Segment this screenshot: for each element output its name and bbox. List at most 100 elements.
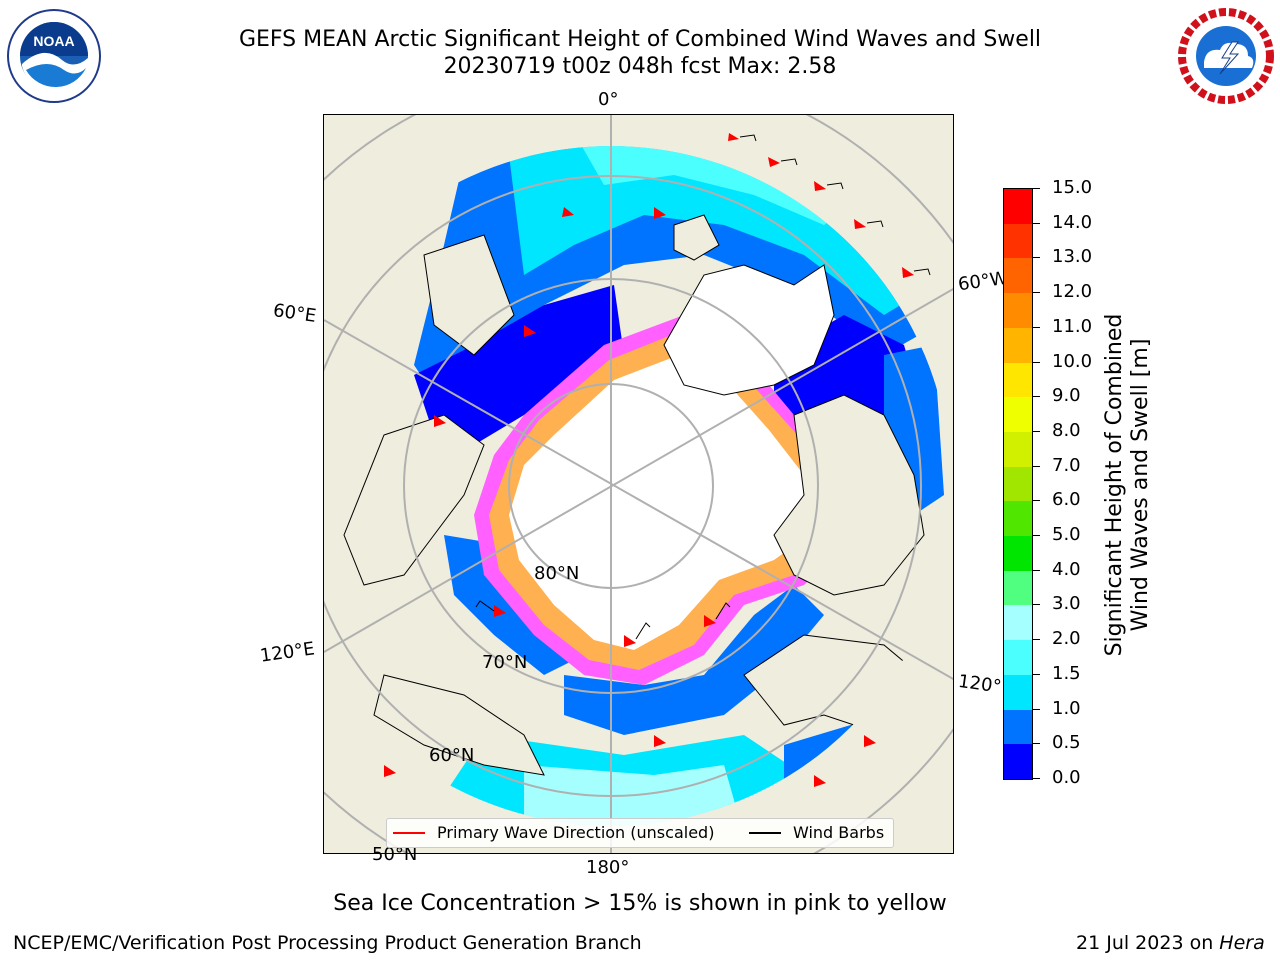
colorbar-segment bbox=[1004, 709, 1032, 745]
lon-label-60e: 60°E bbox=[271, 300, 318, 327]
colorbar-segment bbox=[1004, 743, 1032, 779]
land-chukotka bbox=[373, 674, 545, 776]
wave-arrow bbox=[384, 765, 396, 777]
colorbar-tick-label: 5.0 bbox=[1052, 524, 1081, 546]
wave-arrow bbox=[654, 735, 666, 747]
wave-arrow bbox=[562, 207, 574, 217]
colorbar-tick-mark bbox=[1033, 743, 1040, 745]
colorbar-segment bbox=[1004, 431, 1032, 467]
colorbar-tick-label: 2.0 bbox=[1052, 628, 1081, 650]
footer-producer: NCEP/EMC/Verification Post Processing Pr… bbox=[13, 932, 642, 954]
colorbar bbox=[1003, 188, 1033, 780]
colorbar-tick-mark bbox=[1033, 500, 1040, 502]
colorbar-label-line1: Significant Height of Combined bbox=[1102, 313, 1127, 657]
wave-arrow bbox=[728, 133, 739, 141]
legend-wave-line bbox=[393, 832, 425, 834]
lon-label-0: 0° bbox=[598, 89, 619, 110]
wave-arrow bbox=[494, 605, 506, 617]
sea-ice-note: Sea Ice Concentration > 15% is shown in … bbox=[333, 891, 947, 916]
colorbar-tick-label: 11.0 bbox=[1052, 315, 1093, 337]
colorbar-tick-label: 15.0 bbox=[1052, 177, 1093, 198]
colorbar-segment bbox=[1004, 257, 1032, 294]
colorbar-segment bbox=[1004, 188, 1032, 224]
land-canada bbox=[773, 394, 925, 596]
colorbar-tick-label: 8.0 bbox=[1052, 419, 1081, 441]
colorbar-tick-mark bbox=[1033, 188, 1040, 189]
colorbar-tick-label: 0.5 bbox=[1052, 732, 1081, 754]
colorbar-tick-label: 7.0 bbox=[1052, 454, 1081, 476]
graticule bbox=[324, 115, 953, 853]
colorbar-tick-mark bbox=[1033, 535, 1040, 537]
map-subtitle: 20230719 t00z 048h fcst Max: 2.58 bbox=[443, 54, 837, 79]
sea-ice-pack bbox=[509, 355, 809, 650]
wave-arrow bbox=[624, 635, 636, 647]
meridian-120e-60w bbox=[324, 287, 953, 653]
colorbar-label-line2: Wind Waves and Swell [m] bbox=[1128, 338, 1153, 632]
colorbar-segment bbox=[1004, 327, 1032, 363]
land-greenland bbox=[663, 264, 835, 396]
colorbar-segment bbox=[1004, 639, 1032, 675]
legend-barb-label: Wind Barbs bbox=[793, 823, 885, 842]
land-scandinavia bbox=[423, 234, 515, 356]
wave-arrow bbox=[814, 775, 826, 787]
colorbar-tick-mark bbox=[1033, 326, 1040, 328]
wave-direction-arrows bbox=[384, 133, 914, 787]
colorbar-tick-mark bbox=[1033, 222, 1040, 224]
wind-barb bbox=[866, 220, 884, 228]
colorbar-tick-label: 1.0 bbox=[1052, 697, 1081, 719]
wind-barb bbox=[739, 134, 757, 142]
colorbar-tick-label: 13.0 bbox=[1052, 246, 1093, 268]
colorbar-label: Significant Height of Combined Wind Wave… bbox=[1102, 275, 1154, 695]
colorbar-segment bbox=[1004, 570, 1032, 606]
footer-host: Hera bbox=[1219, 932, 1265, 954]
wave-arrow bbox=[434, 415, 446, 427]
lon-label-180: 180° bbox=[586, 857, 630, 878]
colorbar-segment bbox=[1004, 466, 1032, 502]
polar-map-canvas bbox=[324, 115, 953, 853]
colorbar-segment bbox=[1004, 396, 1032, 432]
wind-barb bbox=[826, 182, 844, 190]
meridian-60e-120w bbox=[324, 319, 953, 681]
ocean-barents-kara bbox=[414, 285, 624, 445]
colorbar-tick-mark bbox=[1033, 604, 1040, 606]
polar-map bbox=[323, 114, 954, 854]
colorbar-tick-mark bbox=[1033, 292, 1040, 294]
legend-wave-label: Primary Wave Direction (unscaled) bbox=[437, 823, 715, 842]
lat-label-70n: 70°N bbox=[482, 652, 528, 673]
colorbar-tick-label: 3.0 bbox=[1052, 593, 1081, 615]
lat-label-50n: 50°N bbox=[372, 844, 418, 865]
ocean-atlantic-high bbox=[564, 146, 864, 225]
wave-arrow bbox=[654, 207, 666, 219]
colorbar-tick-label: 12.0 bbox=[1052, 281, 1093, 303]
colorbar-tick-label: 9.0 bbox=[1052, 385, 1081, 407]
colorbar-tick-label: 10.0 bbox=[1052, 350, 1093, 372]
land-siberia bbox=[343, 414, 485, 586]
wave-arrow bbox=[704, 615, 716, 627]
wind-barb bbox=[635, 622, 651, 640]
colorbar-tick-label: 4.0 bbox=[1052, 558, 1081, 580]
wind-barb bbox=[715, 602, 731, 620]
lat-label-80n: 80°N bbox=[534, 563, 580, 584]
colorbar-tick-mark bbox=[1033, 778, 1040, 779]
noaa-logo-icon: NOAA bbox=[7, 9, 101, 103]
colorbar-tick-mark bbox=[1033, 673, 1040, 675]
colorbar-segment bbox=[1004, 292, 1032, 328]
lon-label-120e: 120°E bbox=[258, 638, 316, 667]
colorbar-tick-mark bbox=[1033, 569, 1040, 571]
wave-arrow bbox=[814, 181, 826, 191]
colorbar-tick-label: 6.0 bbox=[1052, 489, 1081, 511]
lon-label-60w: 60°W bbox=[956, 267, 1009, 296]
colorbar-segment bbox=[1004, 500, 1032, 537]
colorbar-tick-label: 14.0 bbox=[1052, 211, 1093, 233]
wind-barbs bbox=[475, 134, 931, 640]
wind-barb bbox=[780, 158, 798, 166]
colorbar-tick-mark bbox=[1033, 430, 1040, 432]
wave-arrow bbox=[902, 267, 914, 278]
map-title: GEFS MEAN Arctic Significant Height of C… bbox=[238, 27, 1042, 52]
map-legend: Primary Wave Direction (unscaled) Wind B… bbox=[386, 818, 894, 848]
wave-arrow bbox=[854, 219, 866, 229]
colorbar-segment bbox=[1004, 362, 1032, 398]
nws-logo-icon bbox=[1178, 8, 1274, 104]
wave-arrow bbox=[524, 325, 536, 337]
colorbar-segment bbox=[1004, 674, 1032, 710]
